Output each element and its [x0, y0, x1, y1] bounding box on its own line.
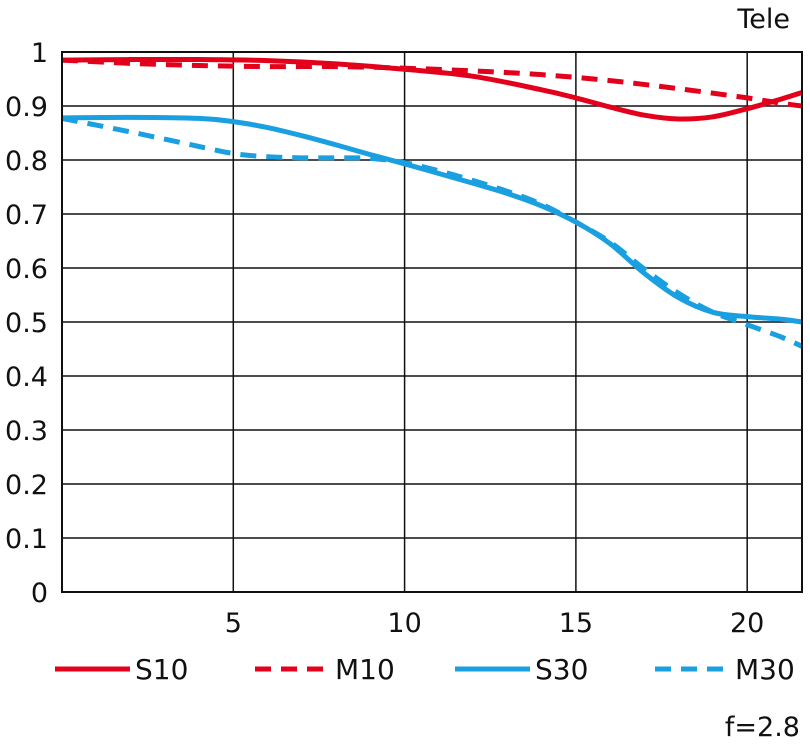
y-tick-label: 0.4 — [5, 362, 48, 393]
y-tick-label: 0 — [31, 578, 48, 609]
x-tick-label: 15 — [559, 608, 593, 639]
series-line-m30 — [61, 115, 804, 349]
y-tick-label: 0.6 — [5, 254, 48, 285]
x-tick-labels: 5 10 15 20 — [225, 608, 765, 639]
series-line-s30 — [61, 114, 803, 325]
y-tick-label: 0.2 — [5, 470, 48, 501]
legend: S10 M10 S30 M30 — [55, 653, 795, 686]
chart-title: Tele — [736, 4, 790, 35]
x-tick-label: 5 — [225, 608, 242, 639]
series-lines — [61, 56, 804, 349]
legend-label-s30: S30 — [535, 653, 588, 686]
aperture-note: f=2.8 — [725, 712, 800, 743]
series-line-s10 — [61, 56, 803, 122]
x-tick-label: 10 — [387, 608, 421, 639]
y-tick-label: 0.9 — [5, 92, 48, 123]
y-tick-label: 0.8 — [5, 146, 48, 177]
legend-label-m10: M10 — [335, 653, 395, 686]
series-line-m10 — [61, 57, 803, 109]
legend-label-s10: S10 — [135, 653, 188, 686]
y-tick-label: 1 — [31, 38, 48, 69]
grid — [62, 51, 802, 593]
y-tick-label: 0.3 — [5, 416, 48, 447]
x-tick-label: 20 — [730, 608, 764, 639]
plot-frame — [61, 51, 803, 593]
plot-border — [61, 51, 803, 593]
y-tick-label: 0.1 — [5, 524, 48, 555]
legend-label-m30: M30 — [735, 653, 795, 686]
y-tick-label: 0.5 — [5, 308, 48, 339]
y-tick-labels: 0 0.1 0.2 0.3 0.4 0.5 0.6 0.7 0.8 0.9 1 — [5, 38, 48, 609]
y-tick-label: 0.7 — [5, 200, 48, 231]
